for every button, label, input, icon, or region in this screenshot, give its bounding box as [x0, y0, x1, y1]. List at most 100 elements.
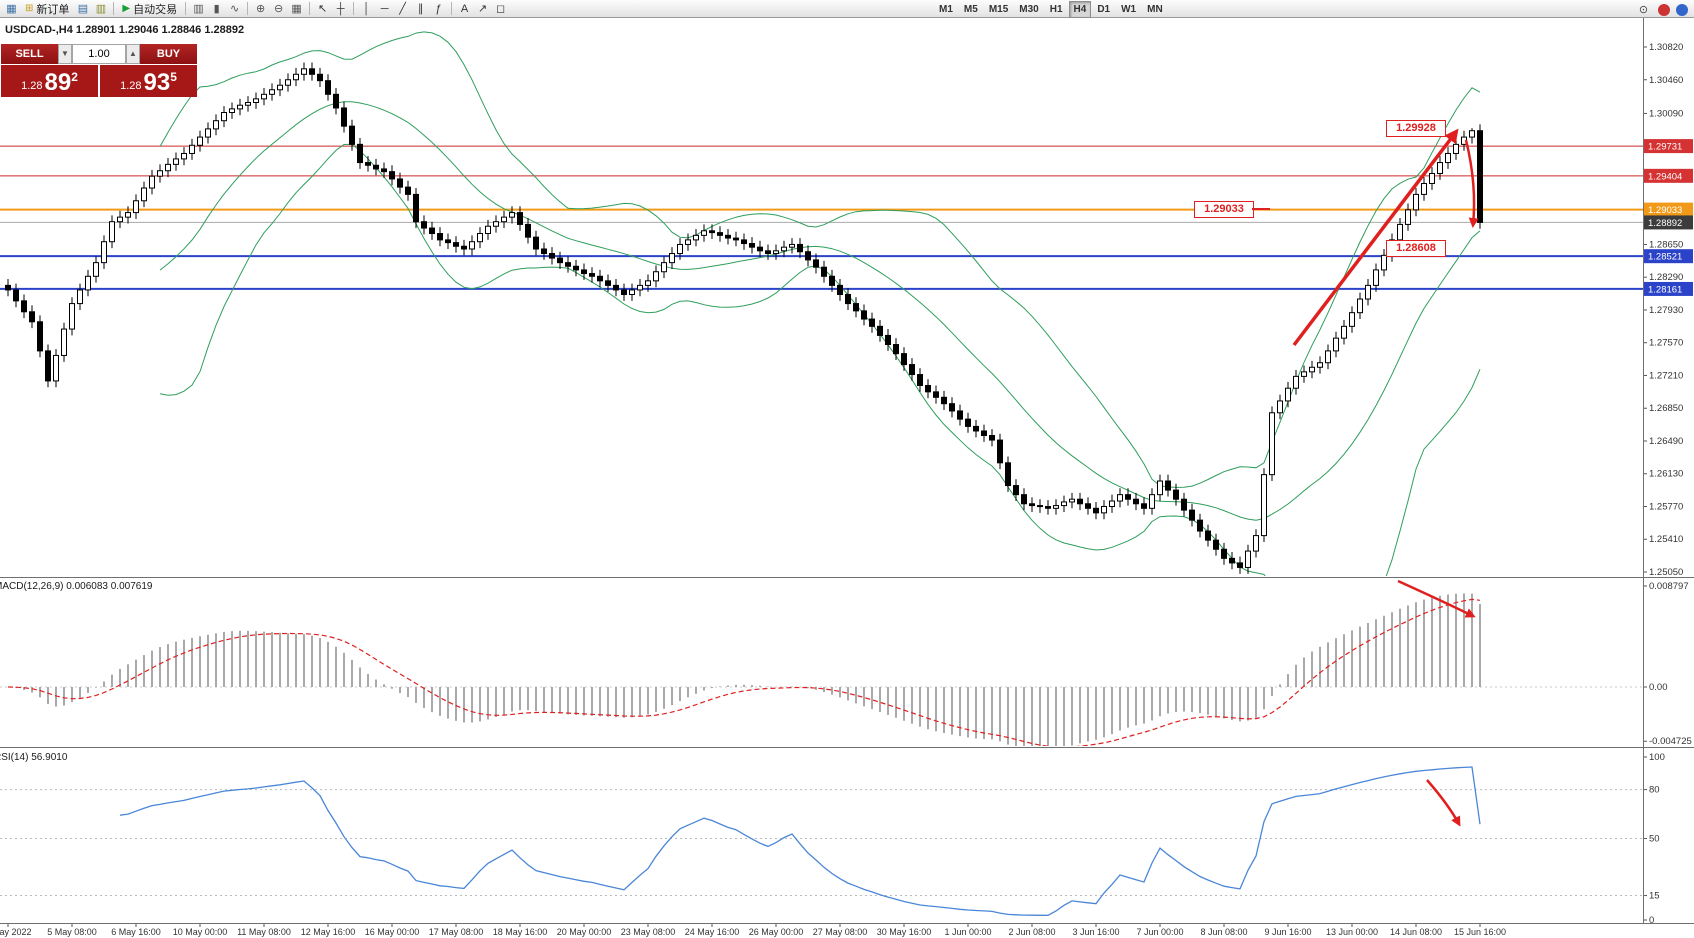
timeframe-h1-button[interactable]: H1 [1049, 4, 1063, 15]
svg-text:80: 80 [1649, 785, 1660, 796]
svg-text:0.00: 0.00 [1649, 682, 1668, 693]
new-order-label: 新订单 [36, 3, 70, 16]
rsi-label: RSI(14) 56.9010 [0, 752, 68, 763]
svg-text:30 May 16:00: 30 May 16:00 [877, 927, 932, 937]
red-badge-icon[interactable] [1658, 4, 1670, 16]
rsi-down-arrow[interactable] [1426, 779, 1461, 827]
svg-text:1.29731: 1.29731 [1648, 142, 1682, 153]
cursor-icon[interactable]: ↖ [317, 2, 328, 15]
svg-text:8 Jun 08:00: 8 Jun 08:00 [1200, 927, 1247, 937]
svg-text:1.30460: 1.30460 [1649, 75, 1683, 86]
svg-text:16 May 00:00: 16 May 00:00 [365, 927, 420, 937]
svg-text:1.29404: 1.29404 [1648, 171, 1682, 182]
price-annotation-mid[interactable]: 1.29033 [1194, 201, 1254, 218]
price-annotation-high[interactable]: 1.29928 [1386, 120, 1446, 137]
sell-price-main: 89 [44, 69, 72, 96]
vertical-line-icon[interactable]: │ [363, 2, 371, 15]
svg-text:6 May 16:00: 6 May 16:00 [111, 927, 161, 937]
price-annotation-low[interactable]: 1.28608 [1386, 240, 1446, 257]
timeframe-d1-button[interactable]: D1 [1097, 4, 1111, 15]
buy-price-main: 93 [143, 69, 171, 96]
svg-text:1.28892: 1.28892 [1648, 218, 1682, 229]
zoom-out-icon[interactable]: ⊖ [273, 2, 284, 15]
svg-text:20 May 00:00: 20 May 00:00 [557, 927, 612, 937]
annotation-connector-line [1252, 208, 1270, 210]
sell-price-pipette: 2 [71, 70, 78, 84]
timeframe-m15-button[interactable]: M15 [988, 4, 1009, 15]
horizontal-line-icon[interactable]: ─ [380, 2, 389, 15]
sell-button[interactable]: SELL [1, 44, 58, 64]
svg-text:1 Jun 00:00: 1 Jun 00:00 [944, 927, 991, 937]
toolbar-separator [185, 2, 187, 15]
toolbar-left-group: ▦ ⊞ 新订单 ▤ ▥ ▶ 自动交易 ▥ ▮ ∿ ⊕ ⊖ ▦ ↖ ┼ │ ─ ╱ ∥ ƒ A ↗ ◻ [3, 1, 509, 17]
svg-text:0: 0 [1649, 915, 1654, 926]
svg-text:10 May 00:00: 10 May 00:00 [173, 927, 228, 937]
svg-text:5 May 08:00: 5 May 08:00 [47, 927, 97, 937]
svg-text:100: 100 [1649, 752, 1665, 763]
svg-text:26 May 00:00: 26 May 00:00 [749, 927, 804, 937]
auto-trading-icon: ▶ [122, 3, 131, 14]
zoom-in-icon[interactable]: ⊕ [255, 2, 266, 15]
toolbar-separator [309, 2, 311, 15]
text-label-icon[interactable]: A [460, 2, 469, 15]
bar-chart-icon[interactable]: ▥ [193, 2, 204, 15]
timeframe-mn-button[interactable]: MN [1147, 4, 1163, 15]
macd-down-arrow[interactable] [1397, 579, 1476, 618]
svg-text:1.27210: 1.27210 [1649, 370, 1683, 381]
svg-text:1.26130: 1.26130 [1649, 469, 1683, 480]
svg-text:14 Jun 08:00: 14 Jun 08:00 [1390, 927, 1442, 937]
toolbar: ▦ ⊞ 新订单 ▤ ▥ ▶ 自动交易 ▥ ▮ ∿ ⊕ ⊖ ▦ ↖ ┼ │ ─ ╱ ∥ ƒ A ↗ ◻ M1 M5 M15 M30 H… [0, 0, 1694, 18]
timeframe-w1-button[interactable]: W1 [1121, 4, 1137, 15]
volume-input[interactable] [72, 44, 126, 64]
one-click-trading-panel: SELL ▼ ▲ BUY 1.28 89 2 1.28 93 5 [1, 44, 199, 97]
arrow-objects-icon[interactable]: ↗ [477, 2, 488, 15]
buy-quote[interactable]: 1.28 93 5 [100, 65, 197, 97]
buy-button[interactable]: BUY [140, 44, 197, 64]
svg-text:11 May 08:00: 11 May 08:00 [237, 927, 291, 937]
svg-text:1.28290: 1.28290 [1649, 272, 1683, 283]
volume-increase-button[interactable]: ▲ [126, 44, 140, 64]
svg-text:23 May 08:00: 23 May 08:00 [621, 927, 676, 937]
profiles-icon[interactable]: ▥ [95, 2, 107, 15]
auto-trading-label: 自动交易 [133, 3, 178, 16]
volume-decrease-button[interactable]: ▼ [58, 44, 72, 64]
timeframe-m5-button[interactable]: M5 [963, 4, 978, 15]
sell-quote[interactable]: 1.28 89 2 [1, 65, 98, 97]
timeframe-m1-button[interactable]: M1 [939, 4, 953, 15]
svg-text:1.30090: 1.30090 [1649, 108, 1683, 119]
blue-badge-icon[interactable] [1676, 4, 1688, 16]
chart-window-icon[interactable]: ▤ [77, 2, 89, 15]
macd-label: MACD(12,26,9) 0.006083 0.007619 [0, 581, 153, 592]
crosshair-icon[interactable]: ┼ [336, 2, 345, 15]
trendline-icon[interactable]: ╱ [399, 2, 406, 15]
tile-windows-icon[interactable]: ▦ [291, 2, 302, 15]
search-icon[interactable]: ⊙ [1638, 4, 1649, 16]
svg-text:13 Jun 00:00: 13 Jun 00:00 [1326, 927, 1378, 937]
terminal-icon[interactable]: ▦ [6, 2, 17, 15]
svg-text:7 Jun 00:00: 7 Jun 00:00 [1136, 927, 1183, 937]
timeframe-h4-button[interactable]: H4 [1068, 1, 1092, 18]
toolbar-separator [113, 2, 115, 15]
svg-text:1.26490: 1.26490 [1649, 436, 1683, 447]
line-chart-icon[interactable]: ∿ [229, 2, 240, 15]
auto-trading-button[interactable]: ▶ 自动交易 [118, 1, 181, 17]
fibonacci-icon[interactable]: ƒ [435, 2, 442, 15]
timeframe-m30-button[interactable]: M30 [1019, 4, 1039, 15]
svg-text:1.27570: 1.27570 [1649, 338, 1683, 349]
equidistant-channel-icon[interactable]: ∥ [417, 2, 424, 15]
svg-text:3 Jun 16:00: 3 Jun 16:00 [1072, 927, 1119, 937]
svg-text:18 May 16:00: 18 May 16:00 [493, 927, 548, 937]
chart-ohlc-header: USDCAD-,H4 1.28901 1.29046 1.28846 1.288… [5, 24, 245, 36]
shapes-icon[interactable]: ◻ [496, 2, 506, 15]
svg-text:2 Jun 08:00: 2 Jun 08:00 [1008, 927, 1055, 937]
peak-drop-arrow[interactable] [1464, 139, 1479, 228]
sell-price-prefix: 1.28 [21, 80, 43, 92]
trend-up-arrow[interactable] [1292, 128, 1459, 347]
candlestick-chart-icon[interactable]: ▮ [213, 2, 220, 15]
new-order-button[interactable]: ⊞ 新订单 [21, 1, 73, 17]
svg-text:17 May 08:00: 17 May 08:00 [429, 927, 484, 937]
toolbar-separator [353, 2, 355, 15]
trade-controls-row: SELL ▼ ▲ BUY [1, 44, 199, 64]
svg-text:1.28650: 1.28650 [1649, 239, 1683, 250]
